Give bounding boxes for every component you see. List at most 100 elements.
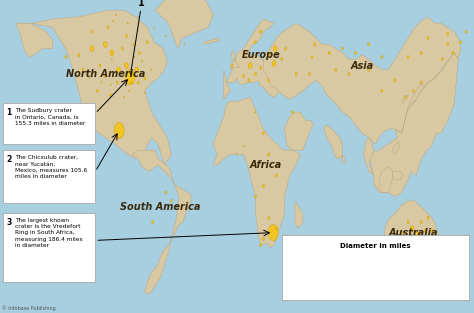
Circle shape	[416, 232, 419, 238]
Text: Australia: Australia	[389, 228, 438, 238]
Circle shape	[99, 64, 101, 67]
Circle shape	[91, 46, 94, 52]
Polygon shape	[295, 201, 303, 228]
Circle shape	[381, 55, 383, 59]
Circle shape	[114, 122, 124, 139]
Circle shape	[231, 64, 233, 67]
Circle shape	[290, 278, 304, 289]
Circle shape	[460, 41, 462, 44]
Circle shape	[142, 61, 143, 62]
Circle shape	[309, 72, 310, 76]
Circle shape	[110, 84, 111, 85]
Text: 0.0 to 5.0: 0.0 to 5.0	[438, 259, 464, 264]
Polygon shape	[213, 97, 300, 248]
Circle shape	[151, 69, 152, 70]
Circle shape	[361, 257, 372, 265]
Circle shape	[137, 81, 139, 84]
Text: Africa: Africa	[250, 160, 282, 170]
Circle shape	[248, 79, 250, 82]
Circle shape	[272, 60, 276, 66]
Circle shape	[268, 79, 270, 82]
Circle shape	[125, 69, 135, 85]
Circle shape	[78, 54, 80, 57]
Circle shape	[134, 56, 135, 58]
Text: 100.1 to 186.4: 100.1 to 186.4	[311, 259, 352, 264]
Circle shape	[152, 220, 154, 224]
Text: North America: North America	[65, 69, 145, 79]
Circle shape	[268, 225, 278, 241]
Circle shape	[113, 20, 114, 22]
Circle shape	[404, 96, 407, 99]
Circle shape	[402, 231, 404, 234]
Circle shape	[109, 94, 111, 97]
Circle shape	[381, 89, 383, 93]
Circle shape	[268, 54, 270, 57]
Circle shape	[184, 44, 185, 45]
Polygon shape	[264, 17, 461, 197]
Circle shape	[424, 229, 426, 232]
Circle shape	[431, 229, 433, 232]
Circle shape	[248, 63, 252, 69]
Circle shape	[363, 281, 369, 285]
Circle shape	[407, 220, 409, 224]
Circle shape	[420, 220, 422, 224]
Circle shape	[275, 174, 277, 177]
Polygon shape	[230, 51, 240, 70]
Circle shape	[394, 79, 396, 82]
Polygon shape	[456, 269, 458, 277]
Text: © Infobase Publishing: © Infobase Publishing	[2, 306, 56, 311]
Circle shape	[255, 41, 256, 44]
Circle shape	[128, 90, 129, 92]
Polygon shape	[392, 171, 403, 180]
Circle shape	[368, 43, 370, 46]
Circle shape	[145, 92, 146, 94]
Circle shape	[412, 89, 414, 93]
Circle shape	[138, 16, 139, 18]
Circle shape	[104, 74, 106, 78]
Circle shape	[255, 72, 256, 76]
Circle shape	[160, 203, 162, 207]
Circle shape	[328, 51, 330, 54]
Circle shape	[110, 50, 114, 56]
Circle shape	[292, 110, 293, 114]
Circle shape	[427, 216, 429, 219]
Circle shape	[243, 74, 245, 78]
Circle shape	[452, 51, 454, 54]
Polygon shape	[458, 256, 466, 273]
Circle shape	[91, 30, 93, 33]
Polygon shape	[16, 11, 171, 165]
Circle shape	[101, 82, 102, 83]
Polygon shape	[155, 0, 213, 49]
Circle shape	[427, 37, 429, 40]
Circle shape	[281, 58, 283, 61]
Circle shape	[146, 41, 148, 44]
Circle shape	[65, 55, 67, 59]
Polygon shape	[379, 167, 392, 192]
Circle shape	[447, 43, 449, 46]
Circle shape	[287, 254, 307, 268]
Text: The Chicxulub crater,
near Yucatán,
Mexico, measures 105.6
miles in diameter: The Chicxulub crater, near Yucatán, Mexi…	[15, 155, 87, 179]
Circle shape	[262, 132, 264, 135]
Circle shape	[465, 30, 467, 33]
Circle shape	[285, 47, 287, 50]
Text: 10.1 to 50.0: 10.1 to 50.0	[375, 259, 409, 264]
Circle shape	[295, 72, 297, 76]
Polygon shape	[132, 150, 191, 294]
Circle shape	[355, 51, 356, 54]
Polygon shape	[392, 142, 400, 154]
Circle shape	[123, 96, 124, 98]
Circle shape	[103, 41, 107, 47]
Circle shape	[82, 68, 84, 71]
Polygon shape	[224, 19, 284, 100]
Circle shape	[255, 111, 256, 113]
Circle shape	[117, 67, 120, 73]
Polygon shape	[324, 125, 342, 159]
Circle shape	[127, 23, 128, 24]
Circle shape	[154, 27, 155, 28]
Circle shape	[268, 153, 270, 156]
Circle shape	[255, 195, 256, 198]
Circle shape	[72, 73, 73, 75]
Circle shape	[260, 66, 262, 69]
Polygon shape	[384, 201, 438, 256]
Circle shape	[262, 185, 264, 188]
